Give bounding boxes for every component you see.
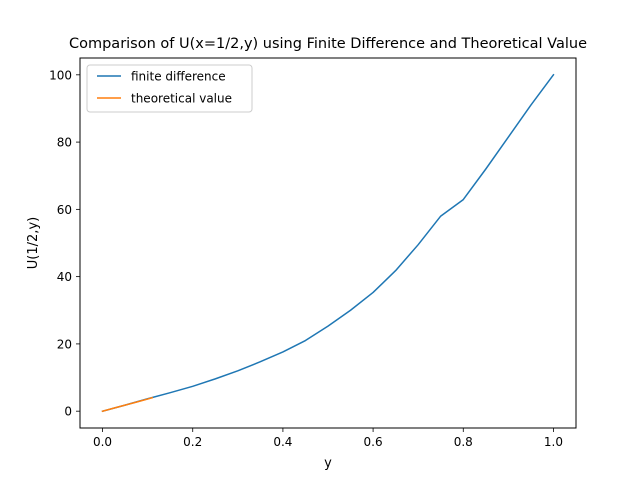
plot-frame: [79, 57, 577, 429]
legend: finite difference theoretical value: [86, 64, 253, 113]
y-axis-ticks: 0 20 40 60 80 100: [49, 68, 80, 419]
plot-series: [101, 73, 555, 413]
x-axis-label: y: [324, 456, 332, 471]
legend-label-0: finite difference: [131, 70, 226, 84]
x-tick-label: 0.6: [364, 435, 383, 449]
x-tick-label: 0.2: [183, 435, 202, 449]
y-tick-label: 0: [64, 405, 72, 419]
y-tick-label: 60: [57, 203, 72, 217]
x-tick-label: 0.4: [273, 435, 292, 449]
y-tick-label: 40: [57, 270, 72, 284]
x-tick-label: 0.8: [454, 435, 473, 449]
y-axis-label: U(1/2,y): [26, 217, 41, 269]
x-axis-ticks: 0.0 0.2 0.4 0.6 0.8 1.0: [93, 428, 563, 449]
y-tick-label: 80: [57, 136, 72, 150]
y-tick-label: 20: [57, 337, 72, 351]
legend-box: [86, 64, 253, 113]
x-tick-label: 1.0: [544, 435, 563, 449]
y-tick-label: 100: [49, 68, 72, 82]
x-tick-label: 0.0: [93, 435, 112, 449]
series-line-0: [101, 73, 555, 413]
series-line-1: [101, 396, 154, 413]
chart-title: Comparison of U(x=1/2,y) using Finite Di…: [69, 36, 587, 52]
legend-label-1: theoretical value: [131, 92, 232, 106]
